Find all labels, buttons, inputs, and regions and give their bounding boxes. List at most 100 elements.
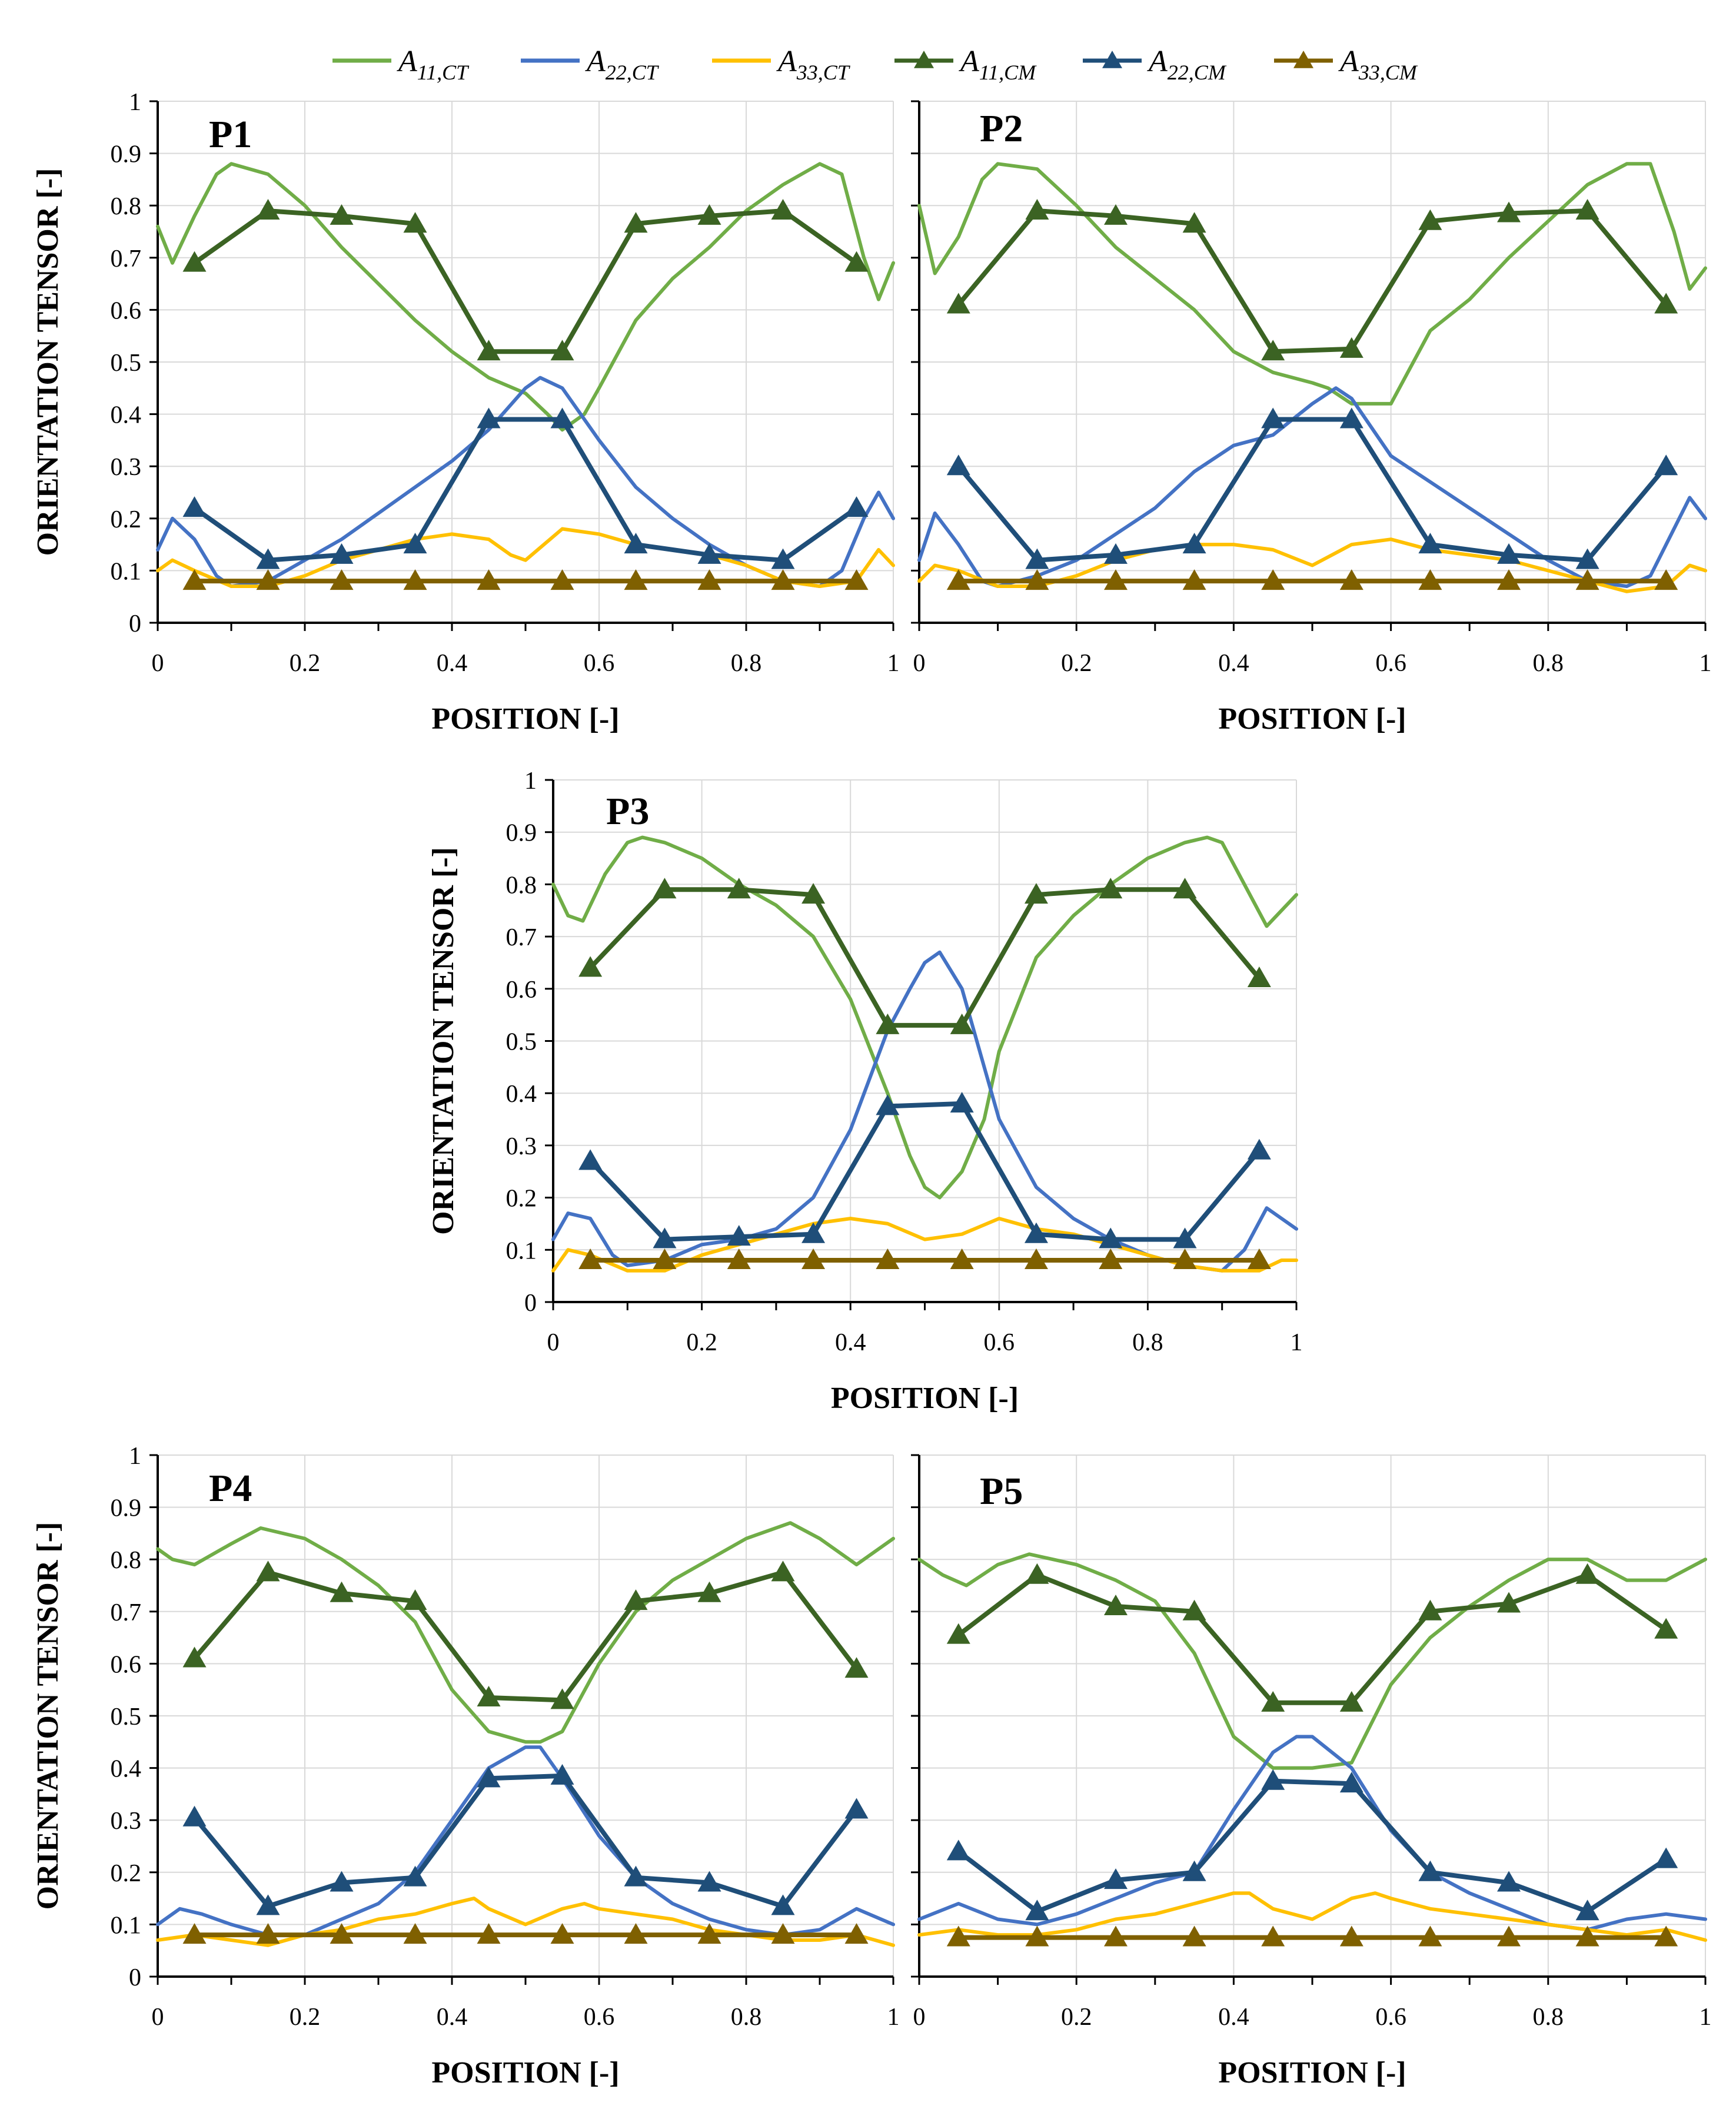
data-point-a11-cm	[624, 212, 648, 233]
data-point-a33-cm	[697, 1923, 721, 1944]
data-point-a33-cm	[550, 569, 574, 590]
data-point-a22-cm	[1182, 1860, 1206, 1881]
data-point-a11-cm	[653, 878, 677, 899]
data-point-a22-cm	[1099, 1227, 1123, 1248]
data-point-a22-cm	[1497, 543, 1521, 564]
data-point-a11-cm	[950, 1013, 974, 1034]
data-point-a33-cm	[182, 1923, 207, 1944]
data-point-a33-cm	[1497, 1925, 1521, 1947]
legend-marker	[914, 51, 934, 68]
data-point-a33-cm	[1261, 569, 1285, 590]
data-point-a11-cm	[876, 1013, 900, 1034]
x-tick-label: 0.4	[835, 1329, 866, 1356]
data-point-a22-cm	[1497, 1871, 1521, 1892]
y-tick-label: 0.9	[111, 141, 142, 168]
panel-title: P4	[209, 1467, 252, 1510]
x-tick-label: 0.4	[1218, 650, 1249, 677]
data-point-a22-cm	[1418, 533, 1442, 554]
data-point-a33-cm	[403, 1923, 427, 1944]
x-tick-label: 0.2	[290, 2004, 321, 2031]
y-axis-title: ORIENTATION TENSOR [-]	[31, 168, 65, 556]
data-point-a11-cm	[256, 1560, 280, 1582]
data-point-a22-cm	[1104, 1868, 1128, 1889]
y-tick-label: 0	[129, 1964, 141, 1991]
x-tick-label: 0.2	[1061, 2004, 1092, 2031]
data-point-a22-cm	[1575, 548, 1599, 569]
data-point-a33-cm	[550, 1923, 574, 1944]
y-tick-label: 0.6	[506, 977, 537, 1004]
y-tick-label: 0.5	[506, 1029, 537, 1056]
y-tick-label: 0.1	[111, 558, 142, 585]
y-tick-label: 0.5	[111, 1703, 142, 1731]
data-point-a22-cm	[330, 1871, 354, 1892]
data-point-a22-cm	[727, 1225, 751, 1246]
data-point-a11-cm	[1339, 337, 1363, 358]
y-tick-label: 0.7	[111, 245, 142, 273]
data-point-a22-cm	[578, 1149, 603, 1170]
y-tick-label: 0.3	[111, 1808, 142, 1835]
data-point-a11-cm	[330, 204, 354, 225]
data-point-a22-cm	[403, 533, 427, 554]
legend: A11,CT A22,CT A33,CT A11,CM A22,CM A33,CM	[332, 45, 1418, 84]
legend-item: A33,CT	[712, 45, 851, 84]
panel-p5: 0 0.2 0.4 0.6 0.8 1 POSITION [-] P5	[911, 1454, 1712, 2090]
y-tick-label: 0	[524, 1290, 537, 1317]
data-point-a33-cm	[1654, 1925, 1678, 1947]
data-point-a11-cm	[1182, 1599, 1206, 1620]
data-point-a33-cm	[1497, 569, 1521, 590]
data-point-a11-cm	[1025, 199, 1049, 220]
panel-title: P2	[980, 107, 1023, 150]
data-point-a11-cm	[946, 293, 970, 314]
data-point-a11-cm	[1418, 1599, 1442, 1620]
x-tick-label: 0	[152, 2004, 164, 2031]
data-point-a22-cm	[1418, 1860, 1442, 1881]
legend-symbol: A	[1338, 45, 1359, 78]
legend-symbol: A	[397, 45, 417, 78]
legend-label: A11,CM	[959, 45, 1037, 84]
x-tick-label: 1	[887, 650, 900, 677]
x-tick-label: 0.6	[984, 1329, 1015, 1356]
series-line-a33-ct	[917, 1891, 1707, 1942]
data-point-a11-cm	[1025, 1563, 1049, 1584]
legend-item: A22,CM	[1083, 45, 1227, 84]
y-tick-label: 1	[129, 89, 141, 116]
data-point-a22-cm	[1654, 1847, 1678, 1868]
data-point-a22-cm	[1173, 1227, 1197, 1248]
y-tick-label: 1	[129, 1443, 141, 1470]
x-tick-label: 0	[547, 1329, 560, 1356]
data-point-a33-cm	[1261, 1925, 1285, 1947]
panels: 00.10.20.30.40.50.60.70.80.910 0.2 0.4 0.6 0…	[31, 89, 1712, 2090]
x-tick-label: 0.8	[1132, 1329, 1163, 1356]
data-point-a33-cm	[1173, 1248, 1197, 1270]
data-point-a22-cm	[550, 1764, 574, 1785]
data-point-a11-cm	[1575, 199, 1599, 220]
x-axis-title: POSITION [-]	[1218, 702, 1406, 736]
data-point-a22-cm	[1339, 1772, 1363, 1793]
data-point-a33-cm	[1575, 569, 1599, 590]
data-point-a22-cm	[1182, 533, 1206, 554]
data-point-a33-cm	[1418, 1925, 1442, 1947]
data-point-a33-cm	[578, 1248, 603, 1270]
data-point-a11-cm	[844, 251, 869, 272]
series-line-a11-cm	[956, 1572, 1669, 1705]
data-point-a22-cm	[697, 543, 721, 564]
panel-title: P5	[980, 1470, 1023, 1513]
data-point-a33-cm	[1339, 569, 1363, 590]
data-point-a11-cm	[1247, 967, 1271, 988]
data-point-a33-cm	[624, 1923, 648, 1944]
legend-subscript: 22,CM	[1168, 61, 1227, 84]
data-point-a33-cm	[477, 569, 501, 590]
legend-label: A22,CT	[585, 45, 660, 84]
x-tick-label: 0.6	[584, 2004, 615, 2031]
x-tick-label: 0.8	[731, 2004, 762, 2031]
data-point-a33-cm	[1024, 1248, 1048, 1270]
y-tick-label: 0.2	[506, 1185, 537, 1213]
data-point-a33-cm	[182, 569, 207, 590]
data-point-a11-cm	[182, 251, 207, 272]
data-point-a22-cm	[477, 407, 501, 429]
series-line-a11-cm	[588, 887, 1262, 1028]
data-point-a33-cm	[1104, 1925, 1128, 1947]
legend-item: A33,CM	[1274, 45, 1418, 84]
data-point-a11-cm	[1418, 209, 1442, 230]
